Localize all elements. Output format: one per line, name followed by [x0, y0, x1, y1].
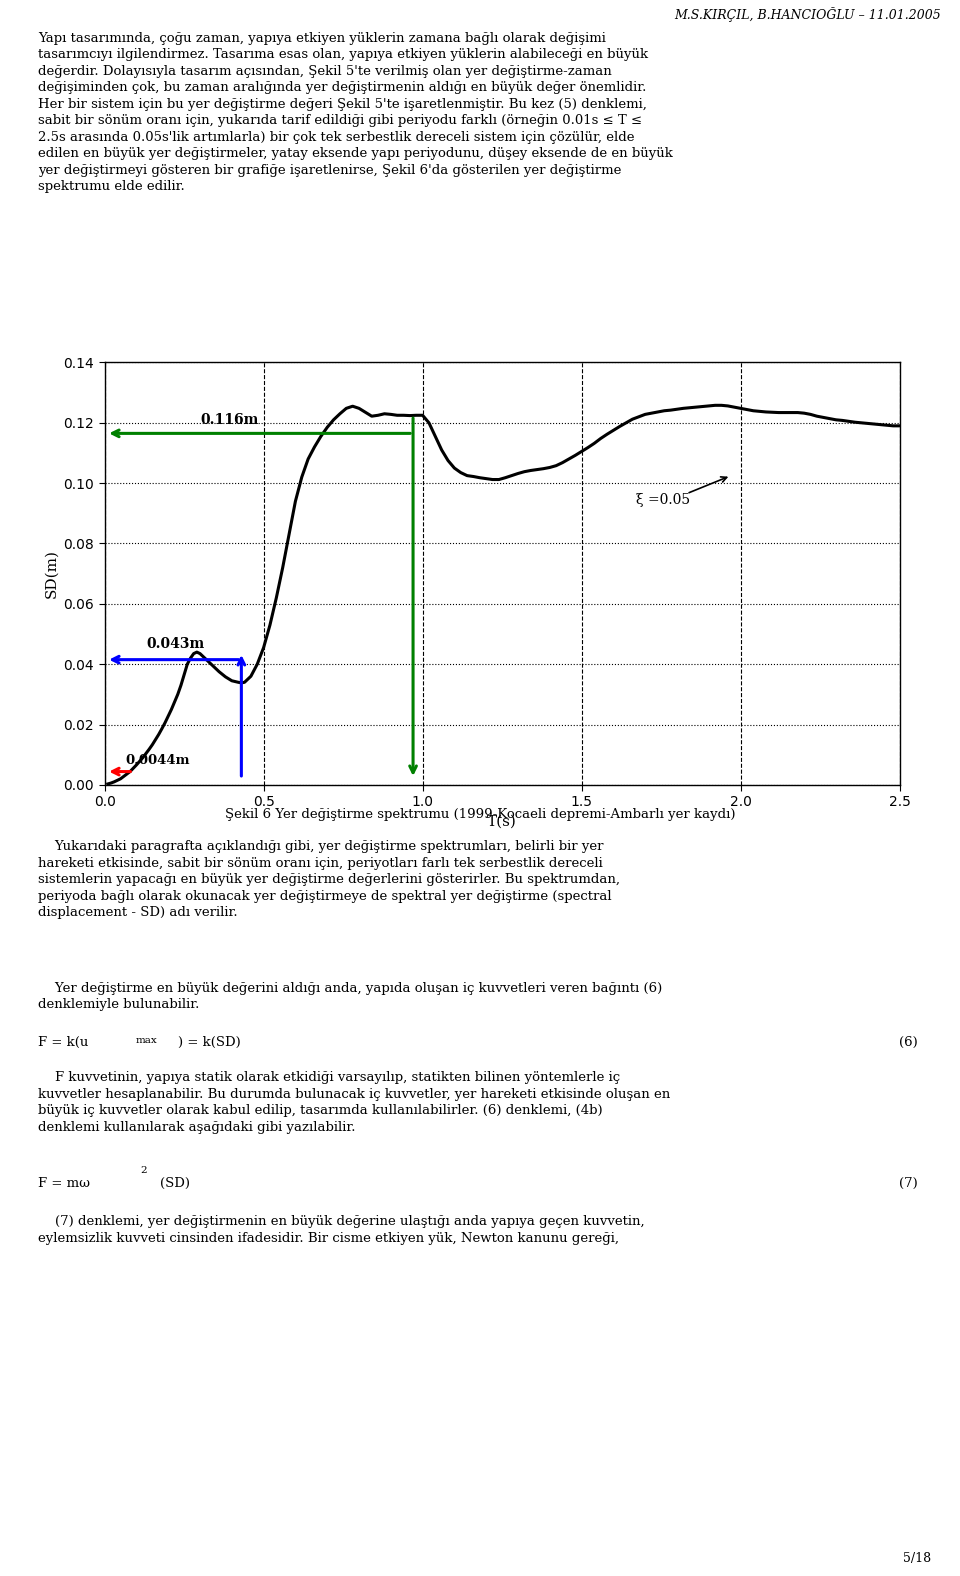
Text: (7) denklemi, yer değiştirmenin en büyük değerine ulaştığı anda yapıya geçen kuv: (7) denklemi, yer değiştirmenin en büyük…	[38, 1215, 645, 1245]
Text: Şekil 6 Yer değiştirme spektrumu (1999-Kocaeli depremi-Ambarlı yer kaydı): Şekil 6 Yer değiştirme spektrumu (1999-K…	[225, 808, 735, 821]
Text: Yukarıdaki paragrafta açıklandığı gibi, yer değiştirme spektrumları, belirli bir: Yukarıdaki paragrafta açıklandığı gibi, …	[38, 840, 620, 919]
Text: 2: 2	[140, 1166, 147, 1176]
Text: F = k(u: F = k(u	[38, 1037, 88, 1050]
Text: (SD): (SD)	[159, 1177, 189, 1190]
Text: 0.116m: 0.116m	[200, 413, 258, 427]
Y-axis label: SD(m): SD(m)	[44, 548, 58, 599]
Text: Yapı tasarımında, çoğu zaman, yapıya etkiyen yüklerin zamana bağlı olarak değişi: Yapı tasarımında, çoğu zaman, yapıya etk…	[38, 32, 673, 192]
Text: (7): (7)	[900, 1177, 918, 1190]
Text: F = mω: F = mω	[38, 1177, 90, 1190]
Text: M.S.KIRÇIL, B.HANCIOĞLU – 11.01.2005: M.S.KIRÇIL, B.HANCIOĞLU – 11.01.2005	[674, 6, 941, 22]
Text: ξ =0.05: ξ =0.05	[636, 493, 689, 507]
Text: ) = k(SD): ) = k(SD)	[178, 1037, 240, 1050]
Text: 0.043m: 0.043m	[146, 637, 204, 651]
Text: 5/18: 5/18	[903, 1552, 931, 1565]
Text: F kuvvetinin, yapıya statik olarak etkidiği varsayılıp, statikten bilinen yöntem: F kuvvetinin, yapıya statik olarak etkid…	[38, 1072, 671, 1135]
Text: 0.0044m: 0.0044m	[126, 753, 190, 768]
X-axis label: T(s): T(s)	[487, 815, 517, 829]
Text: max: max	[135, 1037, 157, 1045]
Text: Yer değiştirme en büyük değerini aldığı anda, yapıda oluşan iç kuvvetleri veren : Yer değiştirme en büyük değerini aldığı …	[38, 949, 662, 1012]
Text: (6): (6)	[900, 1037, 918, 1050]
